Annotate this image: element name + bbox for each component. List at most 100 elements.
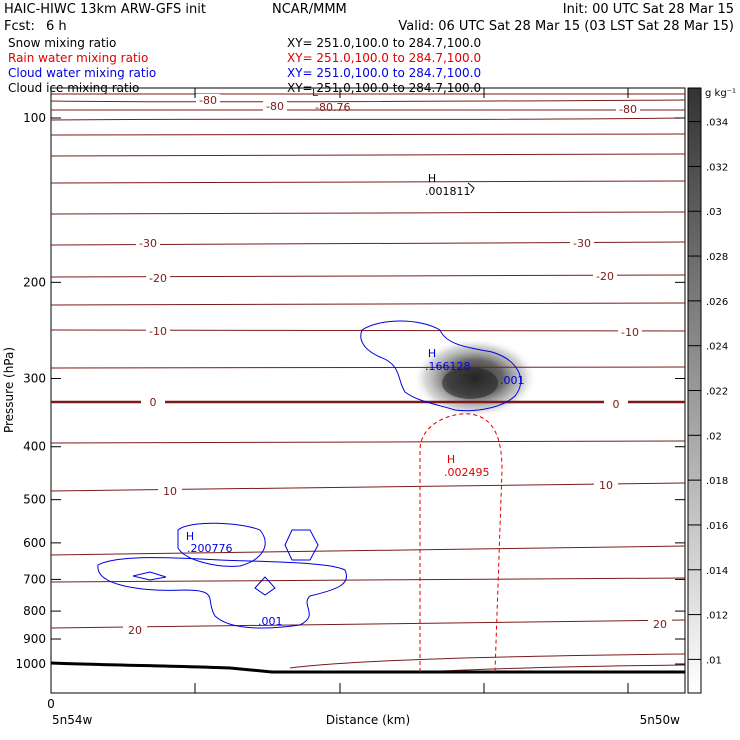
contour-label: 20 bbox=[128, 624, 142, 637]
contour-label-bg bbox=[146, 325, 170, 336]
temp-contour bbox=[50, 99, 686, 103]
contour-label: -20 bbox=[596, 270, 614, 283]
colorbar: g kg⁻¹ .01 .012 .014 .016 .018 .02 .022 .024 .02… bbox=[687, 87, 736, 694]
colorbar-tick-label: .03 bbox=[706, 207, 722, 218]
contour-label: -80 bbox=[199, 94, 217, 107]
contour-label: 0 bbox=[613, 398, 620, 411]
snow-shading-center bbox=[442, 367, 498, 399]
contour-label: 20 bbox=[653, 618, 667, 631]
colorbar-tick-label: .01 bbox=[706, 655, 722, 666]
y-tick-label: 200 bbox=[23, 275, 46, 289]
contour-label: 0 bbox=[150, 396, 157, 409]
cloud-water-contour bbox=[360, 320, 522, 412]
cloud-water-contour bbox=[284, 529, 319, 561]
contour-label-bg bbox=[648, 618, 672, 629]
x-axis: 0 5n54w Distance (km) 5n50w bbox=[47, 88, 680, 727]
colorbar-tick-label: .016 bbox=[706, 521, 728, 532]
y-tick-label: 900 bbox=[23, 632, 46, 646]
contour-label-bg bbox=[594, 479, 618, 490]
cloud-water-contour bbox=[254, 576, 276, 596]
temp-contour bbox=[289, 653, 686, 669]
field-name: Snow mixing ratio bbox=[8, 36, 116, 50]
contour-label-bg bbox=[618, 326, 642, 337]
contour-label: -80 bbox=[266, 100, 284, 113]
contour-label-bg bbox=[604, 398, 628, 409]
annotation-value: .001 bbox=[500, 374, 525, 387]
temp-contour bbox=[50, 153, 686, 157]
contour-label: -80 bbox=[619, 103, 637, 116]
temp-contour bbox=[50, 545, 686, 556]
fcst-label: Fcst: bbox=[4, 19, 35, 34]
x-axis-title: Distance (km) bbox=[326, 713, 410, 727]
temp-contour bbox=[50, 180, 686, 184]
contour-label-bg bbox=[141, 396, 165, 407]
contour-label: -10 bbox=[149, 325, 167, 338]
contour-label-bg bbox=[263, 100, 287, 111]
contour-label-bg bbox=[593, 270, 617, 281]
colorbar-tick-label: .018 bbox=[706, 476, 728, 487]
colorbar-tick-label: .022 bbox=[706, 387, 728, 398]
temp-contour bbox=[50, 482, 686, 492]
contour-label: 10 bbox=[163, 485, 177, 498]
y-tick-label: 300 bbox=[23, 372, 46, 386]
annotation-value: .166128 bbox=[425, 360, 471, 373]
annotation-value: .001 bbox=[258, 615, 283, 628]
terrain-line bbox=[50, 661, 685, 674]
field-xy: XY= 251.0,100.0 to 284.7,100.0 bbox=[287, 51, 481, 65]
y-axis-title: Pressure (hPa) bbox=[2, 347, 16, 433]
x-tick-label: 0 bbox=[47, 697, 55, 711]
colorbar-tick-label: .014 bbox=[706, 566, 728, 577]
field-name: Cloud water mixing ratio bbox=[8, 66, 156, 80]
rain-water-contour bbox=[419, 413, 503, 673]
y-tick-label: 700 bbox=[23, 572, 46, 586]
y-tick-label: 100 bbox=[23, 111, 46, 125]
cloud-water-contour bbox=[177, 522, 266, 567]
cloud-water-contour bbox=[97, 557, 348, 629]
cloud-ice-contour bbox=[467, 182, 475, 194]
init-time: Init: 00 UTC Sat 28 Mar 15 bbox=[563, 2, 734, 17]
temp-contour bbox=[50, 274, 686, 278]
temp-contour bbox=[50, 329, 686, 332]
colorbar-tick-label: .012 bbox=[706, 611, 728, 622]
colorbar-tick-label: .026 bbox=[706, 297, 728, 308]
contour-label: -10 bbox=[621, 326, 639, 339]
y-tick-label: 400 bbox=[23, 440, 46, 454]
colorbar-tick-label: .032 bbox=[706, 162, 728, 173]
plot-frame bbox=[50, 87, 686, 694]
high-marker: H bbox=[428, 172, 436, 185]
contour-label-bg bbox=[196, 94, 220, 105]
org-label: NCAR/MMM bbox=[272, 2, 347, 17]
contour-label-bg bbox=[570, 237, 594, 248]
annotation-value: .200776 bbox=[187, 542, 233, 555]
annotations: L-80.76H.001811H.166128.001H.002495H.200… bbox=[186, 86, 525, 628]
y-tick-label: 800 bbox=[23, 604, 46, 618]
cloud-water-contours bbox=[97, 320, 522, 629]
colorbar-tick-label: .024 bbox=[706, 342, 728, 353]
contour-label-bg bbox=[616, 103, 640, 114]
temp-contour bbox=[50, 577, 686, 583]
temp-contour bbox=[50, 109, 686, 112]
temp-contour bbox=[50, 211, 686, 215]
cloud-water-contour bbox=[132, 571, 167, 581]
x-right-label: 5n50w bbox=[640, 713, 681, 727]
valid-time: Valid: 06 UTC Sat 28 Mar 15 (03 LST Sat … bbox=[398, 19, 734, 34]
fcst-value: 6 h bbox=[46, 19, 67, 34]
contour-label: 10 bbox=[599, 479, 613, 492]
contour-label: -30 bbox=[573, 237, 591, 250]
temp-contour bbox=[50, 366, 686, 369]
x-left-label: 5n54w bbox=[52, 713, 93, 727]
annotation-value: -80.76 bbox=[315, 101, 350, 114]
colorbar-tick-label: .034 bbox=[706, 118, 728, 129]
colorbar-tick-label: .02 bbox=[706, 431, 722, 442]
field-xy: XY= 251.0,100.0 to 284.7,100.0 bbox=[287, 36, 481, 50]
contour-label-bg bbox=[136, 237, 160, 248]
field-name: Rain water mixing ratio bbox=[8, 51, 148, 65]
temp-contour bbox=[50, 440, 686, 444]
contour-label-bg bbox=[123, 624, 147, 635]
field-legend: Snow mixing ratio XY= 251.0,100.0 to 284.… bbox=[8, 36, 481, 95]
high-marker: H bbox=[447, 453, 455, 466]
colorbar-unit: g kg⁻¹ bbox=[705, 88, 736, 99]
temp-contour bbox=[50, 400, 686, 405]
